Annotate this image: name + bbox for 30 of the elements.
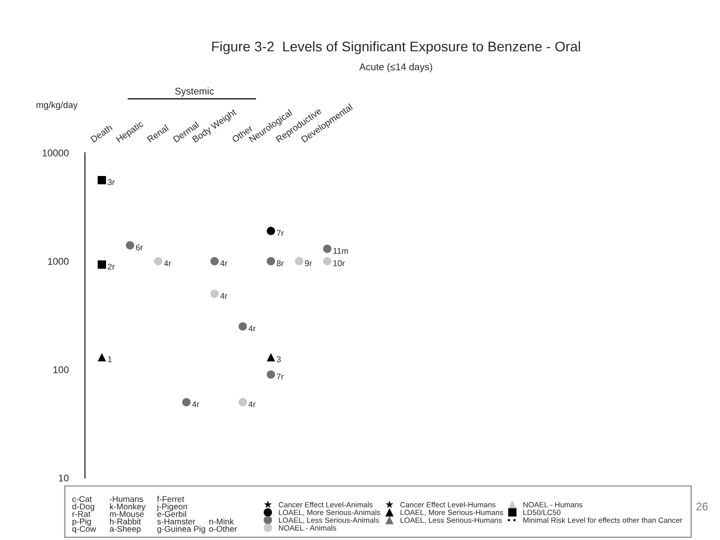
annotation: 3 [276, 356, 281, 362]
annotation: 6r [136, 244, 143, 250]
text: Systemic [175, 87, 214, 97]
annotation: 4r [248, 401, 256, 408]
text: Acute (≤14 days) [359, 63, 432, 72]
text: n-Mink o-Other [209, 518, 237, 532]
y-tick-label: 10000 [42, 150, 69, 156]
text: Figure 3-2 Levels of Significant Exposure to Benzene - Oral [212, 41, 580, 54]
annotation: 9r [305, 260, 312, 266]
annotation: 3r [108, 179, 115, 186]
annotation: 7r [276, 230, 284, 236]
annotation: 7r [276, 374, 284, 380]
annotation: 1 [108, 356, 112, 362]
annotation: 8r [276, 260, 284, 266]
annotation: 4r [164, 260, 172, 266]
y-tick-label: 100 [54, 366, 69, 374]
annotation: 2r [108, 264, 115, 270]
annotation: 11m [333, 248, 348, 254]
text: 26 [696, 502, 708, 510]
y-tick-label: 1000 [48, 258, 69, 265]
y-axis-title: mg/kg/day [36, 101, 78, 110]
annotation: 4r [192, 401, 200, 408]
annotation: 10r [333, 260, 345, 266]
y-tick-label: 10 [58, 474, 69, 482]
annotation: 4r [220, 260, 228, 266]
text: c-Cat d-Dog r-Rat p-Pig q-Cow [72, 496, 96, 534]
annotation: 4r [248, 326, 256, 332]
annotation: 4r [220, 293, 228, 299]
text: f-Ferret j-Pigeon e-Gerbil s-Hamster g-Guinea Pig [156, 496, 206, 534]
text: -Humans k-Monkey m-Mouse h-Rabbit a-Sheep [110, 496, 146, 534]
